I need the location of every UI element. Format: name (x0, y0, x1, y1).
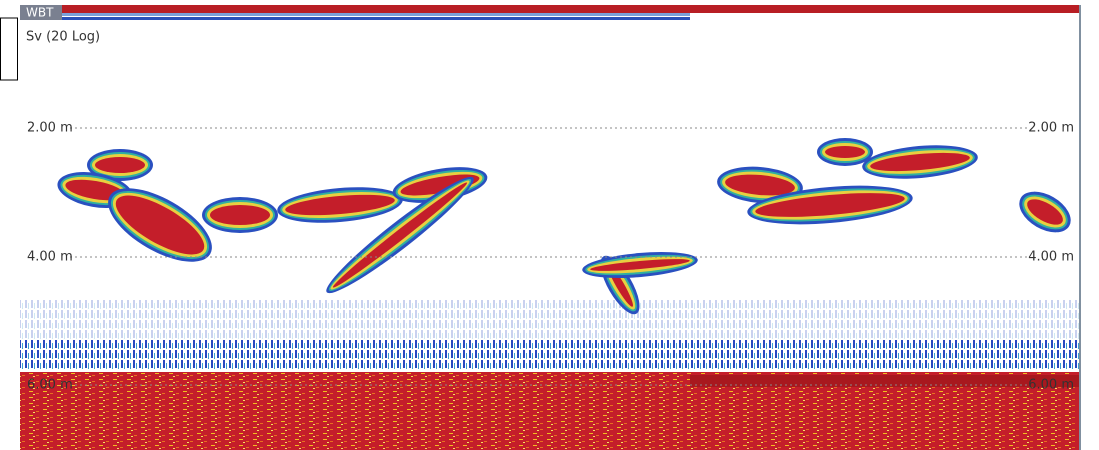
noise-band (20, 340, 1080, 370)
echo-layer (825, 146, 865, 158)
depth-label: 2.00 m (27, 121, 73, 136)
echogram-window: WBT Sv (20 Log) 2.00 m 2.00 m 4.00 m 4.00 m… (0, 0, 1099, 450)
depth-label: 4.00 m (1028, 250, 1074, 265)
depth-label: 6.00 m (27, 378, 73, 393)
fish-school (817, 138, 873, 166)
noise-band (20, 300, 1080, 340)
side-box (1, 18, 18, 80)
depth-label: 6.00 m (1028, 378, 1074, 393)
fish-school (202, 197, 278, 233)
surface-band (20, 17, 690, 20)
depth-label: 2.00 m (1028, 121, 1074, 136)
depth-label: 4.00 m (27, 250, 73, 265)
page: {"header": {"tab": "WBT", "mode": "Sv (2… (0, 0, 1099, 450)
echo-layer (95, 157, 145, 173)
tab-label: WBT (26, 6, 54, 20)
surface-band (20, 5, 1080, 13)
echo-layer (210, 205, 270, 225)
surface-band (20, 13, 690, 16)
mode-label: Sv (20 Log) (26, 30, 100, 45)
